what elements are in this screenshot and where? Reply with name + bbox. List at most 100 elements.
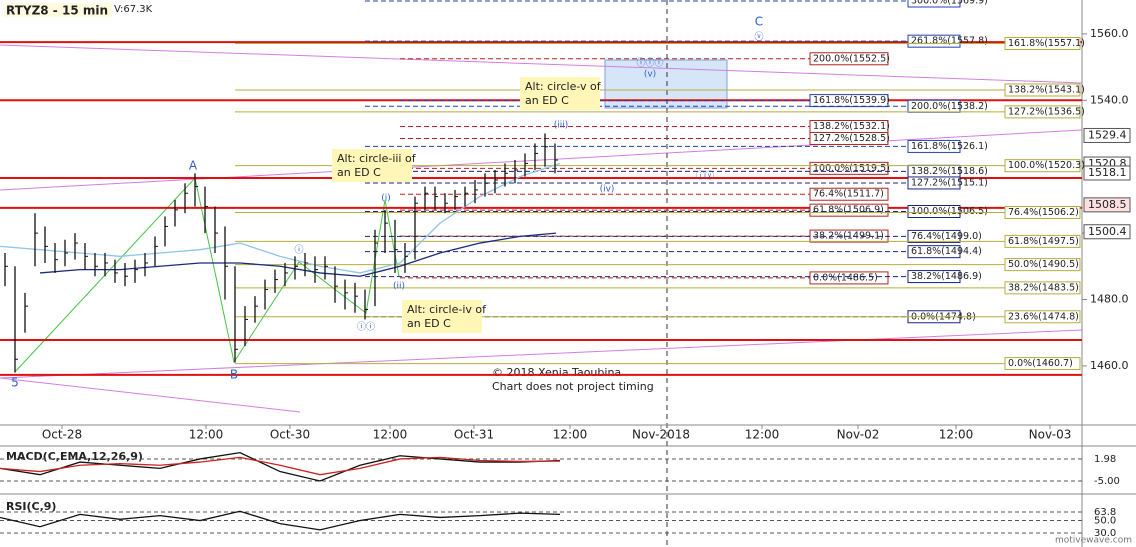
fib-label: 76.4%(1511.7) (813, 189, 884, 200)
x-tick-label: 12:00 (189, 428, 224, 442)
fib-label: 127.2%(1528.5) (813, 133, 890, 144)
fib-label-box (907, 139, 961, 153)
wave-label: (i) (381, 194, 391, 204)
wave-label: (v) (644, 70, 656, 80)
trend-line (0, 377, 301, 413)
callout-text: Alt: circle-iii of (337, 152, 417, 165)
wave-label: ⓘⓥ (696, 171, 714, 182)
fib-label-box (1004, 105, 1081, 119)
footnote: © 2018 Xenia Taoubina (492, 366, 621, 379)
fib-label-box (1004, 357, 1081, 371)
y-tick-label: 50.0 (1094, 516, 1116, 527)
callout-text: an ED C (337, 166, 381, 179)
y-tick-label: 30.0 (1094, 528, 1116, 539)
fib-label: 138.2%(1518.6) (911, 166, 988, 177)
trend-line (0, 329, 1083, 379)
fib-label-box (809, 52, 889, 66)
fib-label: 161.8%(1557.1) (1008, 38, 1085, 49)
wave-label: 5 (11, 376, 19, 390)
fib-label: 76.4%(1499.0) (911, 231, 982, 242)
wave-label: ⓥ (754, 32, 763, 43)
fib-label: 0.0%(1486.5) (813, 272, 878, 283)
x-tick-label: 12:00 (373, 428, 408, 442)
wave-label: A (189, 159, 198, 173)
x-tick-label: 12:00 (939, 428, 974, 442)
fib-label: 50.0%(1490.5) (1008, 259, 1079, 270)
wave-label: B (230, 368, 238, 382)
price-tag-box (1083, 127, 1131, 143)
callout-text: Alt: circle-v of (525, 80, 602, 93)
fib-label: 200.0%(1538.2) (911, 101, 988, 112)
fib-label: 300.0%(1569.9) (911, 0, 988, 6)
fib-label-box (1004, 281, 1081, 295)
fib-label: 100.0%(1520.3) (1008, 160, 1085, 171)
fib-label: 0.0%(1460.7) (1008, 358, 1073, 369)
fib-label-box (907, 205, 961, 219)
y-tick-label: 63.8 (1094, 507, 1116, 518)
fib-label: 61.8%(1497.5) (1008, 236, 1079, 247)
x-tick-label: Oct-28 (42, 428, 82, 442)
x-tick-label: Oct-31 (454, 428, 494, 442)
fib-label: 61.8%(1506.9) (813, 205, 884, 216)
fib-label-box (1004, 310, 1081, 324)
x-tick-label: Nov-02 (837, 428, 880, 442)
fib-label-box (809, 271, 889, 285)
price-tag-box (1083, 197, 1131, 213)
callout-text: an ED C (525, 94, 569, 107)
fib-label-box (1004, 159, 1081, 173)
fib-label-box (907, 270, 961, 284)
fib-label-box (1004, 83, 1081, 97)
chart-title: RTYZ8 - 15 min (6, 4, 108, 18)
x-tick-label: Nov-03 (1029, 428, 1072, 442)
fib-label-box (907, 0, 961, 8)
trend-line (0, 129, 1083, 191)
panel-title: MACD(C,EMA,12,26,9) (6, 450, 143, 463)
y-tick-label: 1560.0 (1090, 27, 1129, 40)
fib-label-box (809, 203, 889, 217)
fib-label-box (1004, 234, 1081, 248)
price-tag: 1500.4 (1088, 225, 1127, 238)
price-tag: 1529.4 (1088, 128, 1127, 141)
callout-text: Alt: circle-iv of (407, 303, 487, 316)
fib-label-box (907, 34, 961, 48)
fib-label: 76.4%(1506.2) (1008, 207, 1079, 218)
y-tick-label: 1480.0 (1090, 292, 1129, 305)
fib-label-box (907, 229, 961, 243)
x-tick-label: 12:00 (745, 428, 780, 442)
callout-box (332, 149, 412, 182)
fib-label: 138.2%(1532.1) (813, 121, 890, 132)
y-tick-label: 1540.0 (1090, 93, 1129, 106)
moving-average (0, 162, 561, 274)
fib-label: 38.2%(1486.9) (911, 271, 982, 282)
price-tag-box (1083, 165, 1131, 181)
wave-label: (iii) (554, 121, 569, 131)
fib-label: 161.8%(1539.9) (813, 95, 890, 106)
fib-label: 38.2%(1483.5) (1008, 282, 1079, 293)
wave-label: ⓘⓘⓘ (636, 58, 663, 69)
indicator-line (0, 510, 561, 531)
trend-line (0, 44, 1083, 84)
volume: V:67.3K (114, 4, 153, 15)
fib-label-box (1004, 36, 1081, 50)
wave-label: ⓘⓘ (357, 322, 375, 333)
fib-label-box (809, 131, 889, 145)
wave-label: (ii) (393, 282, 405, 292)
fib-label: 100.0%(1506.5) (911, 206, 988, 217)
wave-label: ⓘ (294, 245, 303, 256)
callout-box (520, 77, 600, 110)
fib-label: 100.0%(1519.5) (813, 163, 890, 174)
fib-label-box (907, 176, 961, 190)
footnote: Chart does not project timing (492, 380, 654, 393)
fib-label: 261.8%(1557.8) (911, 36, 988, 47)
panel-title: RSI(C,9) (6, 500, 56, 513)
x-tick-label: Nov-2018 (632, 428, 690, 442)
fib-label: 61.8%(1494.4) (911, 246, 982, 257)
callout-text: an ED C (407, 317, 451, 330)
fib-label-box (1004, 258, 1081, 272)
fib-label-box (809, 187, 889, 201)
fib-label-box (1004, 206, 1081, 219)
price-tag-box (1083, 224, 1131, 240)
indicator-line (0, 456, 561, 476)
price-tag: 1518.1 (1088, 166, 1127, 179)
callout-box (402, 300, 482, 333)
